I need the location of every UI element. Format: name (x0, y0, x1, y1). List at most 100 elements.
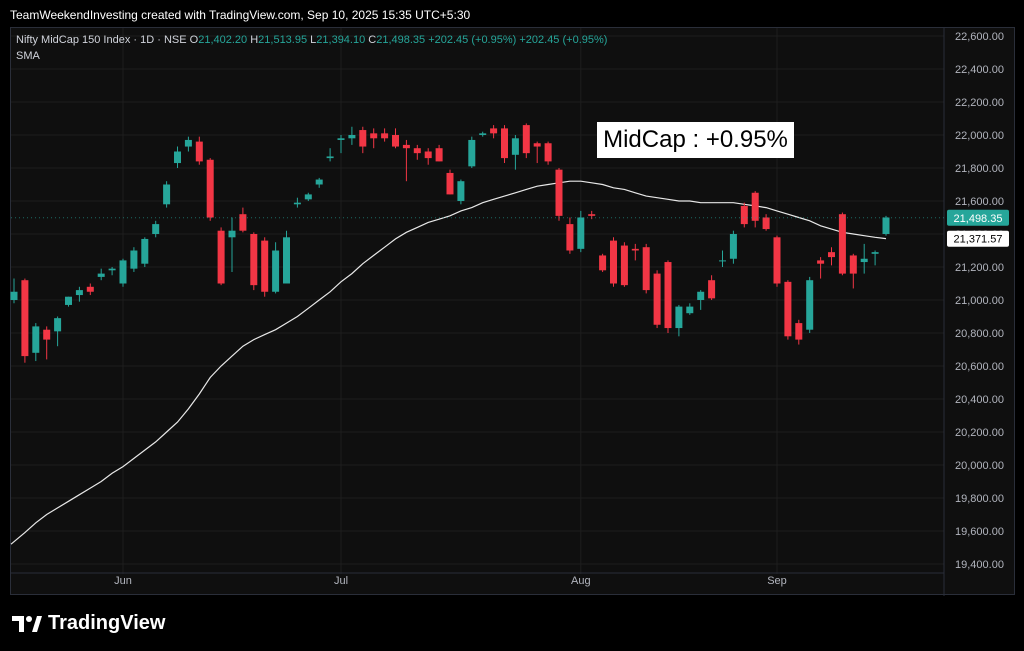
symbol-legend[interactable]: Nifty MidCap 150 Index · 1D · NSE O21,40… (16, 34, 607, 46)
brand-name: TradingView (48, 612, 166, 634)
candle-body (762, 217, 770, 230)
candle-body (806, 280, 814, 330)
candle-body (272, 250, 280, 292)
high-value: 21,513.95 (258, 34, 308, 46)
tradingview-logo-icon (12, 615, 42, 632)
candle-body (337, 138, 345, 140)
y-tick-label: 19,800.00 (955, 493, 1004, 505)
candle-body (697, 291, 705, 300)
annotation-label: MidCap : +0.95% (597, 122, 794, 158)
candle-body (838, 214, 846, 274)
sma-value-label: 21,371.57 (954, 234, 1003, 246)
y-tick-label: 21,800.00 (955, 163, 1004, 175)
candle-body (250, 234, 258, 286)
candle-body (424, 151, 432, 159)
candle-body (817, 260, 825, 264)
candle-body (610, 240, 617, 284)
candle-body (402, 144, 410, 149)
candle-body (304, 194, 312, 200)
candle-body (457, 181, 465, 201)
candle-body (642, 247, 650, 291)
candle-body (97, 273, 105, 277)
indicator-legend[interactable]: SMA (16, 50, 40, 62)
candle-body (152, 224, 160, 234)
y-tick-label: 20,800.00 (955, 328, 1004, 340)
candle-body (54, 318, 62, 332)
last-price-label: 21,498.35 (954, 213, 1003, 225)
candle-body (522, 125, 530, 154)
candle-body (239, 214, 247, 231)
low-value: 21,394.10 (316, 34, 366, 46)
candle-body (577, 217, 585, 249)
candle-body (740, 205, 748, 225)
candle-body (293, 202, 301, 205)
candle-body (860, 258, 868, 263)
close-label: C (368, 34, 377, 46)
candle-body (729, 234, 737, 259)
last-price-tag (947, 209, 1009, 226)
candle-body (359, 130, 367, 147)
candle-body (849, 255, 857, 274)
candle-body (43, 329, 51, 340)
candle-body (479, 133, 487, 135)
candle-body (141, 238, 149, 264)
change-value: +202.45 (+0.95%) (519, 34, 608, 46)
low-label: L (310, 34, 317, 46)
y-tick-label: 20,600.00 (955, 361, 1004, 373)
tradingview-brand[interactable]: TradingView (12, 612, 165, 635)
candle-body (174, 151, 181, 164)
candle-body (555, 169, 563, 216)
y-tick-label: 20,000.00 (955, 460, 1004, 472)
candle-body (719, 260, 726, 262)
candle-body (795, 323, 803, 340)
candle-body (86, 286, 94, 292)
y-tick-label: 22,600.00 (955, 31, 1004, 43)
candle-body (184, 139, 192, 147)
candle-body (413, 148, 421, 154)
candle-body (828, 252, 835, 258)
candle-body (32, 326, 40, 353)
chart-pane[interactable] (10, 27, 1015, 595)
sma-value-tag (947, 230, 1009, 247)
y-tick-label: 21,200.00 (955, 262, 1004, 274)
candle-body (784, 281, 792, 337)
y-tick-label: 20,400.00 (955, 394, 1004, 406)
candle-body (566, 224, 574, 251)
candle-body (631, 248, 639, 251)
candle-body (195, 141, 203, 162)
candle-body (370, 133, 378, 139)
y-tick-label: 19,400.00 (955, 559, 1004, 571)
candle-body (283, 237, 290, 284)
candle-body (108, 268, 116, 271)
candle-body (65, 296, 72, 305)
candle-body (119, 260, 127, 284)
candle-body (446, 172, 454, 195)
y-tick-label: 19,600.00 (955, 526, 1004, 538)
open-label: O (189, 34, 199, 46)
candle-body (468, 139, 476, 167)
candle-body (882, 217, 890, 234)
candle-body (228, 230, 236, 238)
candle-body (435, 148, 443, 162)
candle-body (599, 255, 607, 271)
close-value: 21,498.35 +202.45 (+0.95%) (376, 34, 517, 46)
candle-body (708, 280, 716, 299)
y-tick-label: 22,200.00 (955, 97, 1004, 109)
credit-line: TeamWeekendInvesting created with Tradin… (10, 8, 471, 22)
high-label: H (250, 34, 259, 46)
open-value: 21,402.20 (198, 34, 248, 46)
candle-body (261, 240, 269, 292)
candle-body (392, 135, 399, 147)
x-tick-label: Jul (334, 575, 348, 587)
y-tick-label: 22,400.00 (955, 64, 1004, 76)
candle-body (544, 143, 552, 162)
x-tick-label: Jun (114, 575, 132, 587)
candle-body (21, 280, 29, 357)
candle-body (773, 237, 781, 284)
y-tick-label: 21,000.00 (955, 295, 1004, 307)
candle-body (315, 179, 323, 185)
y-tick-label: 22,000.00 (955, 130, 1004, 142)
y-tick-label: 20,200.00 (955, 427, 1004, 439)
